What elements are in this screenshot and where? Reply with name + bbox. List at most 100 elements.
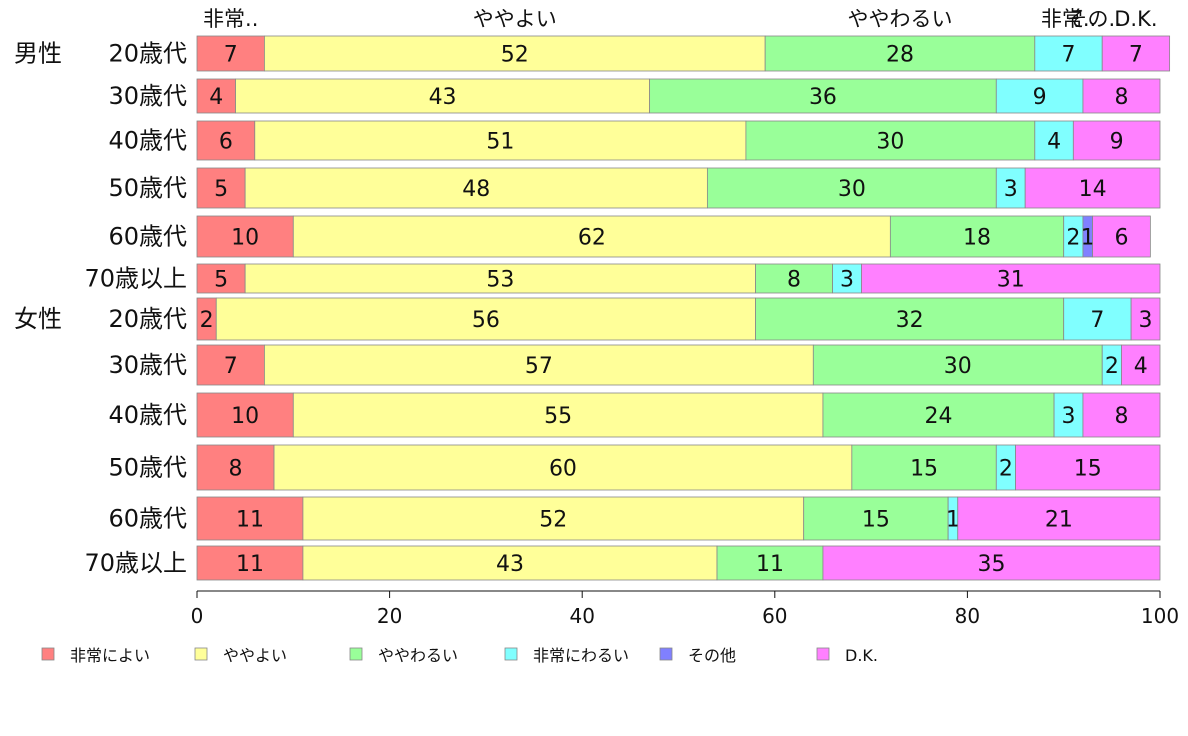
data-label: 1 bbox=[946, 508, 960, 533]
bar-segment bbox=[196, 263, 246, 294]
bar-segment bbox=[1015, 444, 1161, 491]
data-label: 4 bbox=[1047, 130, 1061, 155]
legend-label: ややよい bbox=[223, 646, 287, 665]
bar-segment bbox=[803, 496, 949, 541]
bar-segment bbox=[196, 215, 294, 258]
legend-swatch bbox=[41, 647, 55, 661]
bar-segment bbox=[1082, 392, 1161, 438]
data-label: 53 bbox=[486, 268, 514, 293]
data-label: 8 bbox=[787, 268, 801, 293]
data-label: 30 bbox=[944, 354, 972, 379]
bar-segment bbox=[822, 392, 1055, 438]
bar-segment bbox=[196, 120, 256, 161]
bar-segment bbox=[1024, 167, 1161, 209]
category-label: 70歳以上 bbox=[84, 265, 187, 293]
bar-segment bbox=[196, 35, 265, 72]
data-label: 62 bbox=[578, 226, 606, 251]
bar-segment bbox=[215, 297, 756, 341]
bar-segment bbox=[264, 344, 814, 386]
bar-segment bbox=[1034, 35, 1103, 72]
data-label: 6 bbox=[1114, 226, 1128, 251]
legend-swatch bbox=[816, 647, 830, 661]
bar-segment bbox=[1121, 344, 1161, 386]
bar-segment bbox=[196, 444, 275, 491]
data-label: 52 bbox=[501, 43, 529, 68]
data-label: 14 bbox=[1079, 177, 1107, 202]
category-label: 70歳以上 bbox=[84, 549, 187, 577]
data-label: 31 bbox=[997, 268, 1025, 293]
category-label: 40歳代 bbox=[108, 127, 187, 155]
data-label: 48 bbox=[462, 177, 490, 202]
bar-segment bbox=[812, 344, 1103, 386]
data-label: 36 bbox=[809, 85, 837, 110]
bar-segment bbox=[1063, 297, 1132, 341]
category-label: 60歳代 bbox=[108, 223, 187, 251]
data-label: 6 bbox=[219, 130, 233, 155]
legend-swatch bbox=[659, 647, 673, 661]
data-label: 18 bbox=[963, 226, 991, 251]
bar-segment bbox=[1130, 297, 1161, 341]
category-label: 50歳代 bbox=[108, 454, 187, 482]
data-label: 4 bbox=[1134, 354, 1148, 379]
bar-segment bbox=[1082, 78, 1161, 114]
bar-segment bbox=[196, 496, 304, 541]
x-tick-label: 20 bbox=[377, 604, 402, 628]
data-label: 15 bbox=[910, 457, 938, 482]
category-label: 30歳代 bbox=[108, 82, 187, 110]
legend-label: D.K. bbox=[845, 646, 878, 665]
top-segment-label: ややよい bbox=[473, 7, 557, 31]
x-axis: 0 20 40 60 80 100 bbox=[191, 590, 1179, 628]
data-label: 21 bbox=[1045, 508, 1073, 533]
bar-segment bbox=[832, 263, 862, 294]
data-label: 55 bbox=[544, 404, 572, 429]
data-label: 30 bbox=[838, 177, 866, 202]
category-label: 30歳代 bbox=[108, 351, 187, 379]
data-label: 28 bbox=[886, 43, 914, 68]
top-segment-label: D.K. bbox=[1114, 7, 1157, 31]
data-label: 8 bbox=[1114, 404, 1128, 429]
data-label: 8 bbox=[1114, 85, 1128, 110]
data-label: 2 bbox=[1066, 226, 1080, 251]
bar-segment bbox=[1072, 120, 1161, 161]
top-segment-label: ややわるい bbox=[847, 7, 952, 31]
bar-segment bbox=[995, 78, 1084, 114]
data-label: 52 bbox=[539, 508, 567, 533]
data-label: 57 bbox=[525, 354, 553, 379]
data-label: 2 bbox=[999, 457, 1013, 482]
data-label: 3 bbox=[1062, 404, 1076, 429]
bar-segment bbox=[244, 263, 756, 294]
data-label: 43 bbox=[429, 85, 457, 110]
legend-label: ややわるい bbox=[378, 646, 458, 665]
bar-segment bbox=[851, 444, 997, 491]
bar-segment bbox=[196, 78, 236, 114]
bar-segment bbox=[957, 496, 1161, 541]
bar-segment bbox=[649, 78, 997, 114]
legend-swatch bbox=[194, 647, 208, 661]
bar-segment bbox=[755, 297, 1065, 341]
data-label: 35 bbox=[977, 552, 1005, 577]
top-segment-label: 非常.. bbox=[1041, 7, 1096, 31]
legend-label: 非常にわるい bbox=[533, 646, 629, 665]
bar-segment bbox=[1034, 120, 1074, 161]
bar-segment bbox=[235, 78, 651, 114]
data-label: 2 bbox=[200, 308, 214, 333]
data-label: 5 bbox=[214, 268, 228, 293]
bar-segment bbox=[716, 545, 824, 581]
data-label: 10 bbox=[231, 226, 259, 251]
bar-segment bbox=[273, 444, 853, 491]
legend-label: その他 bbox=[688, 646, 736, 665]
x-tick-label: 60 bbox=[762, 604, 787, 628]
category-labels: 20歳代男性30歳代40歳代50歳代60歳代70歳以上20歳代女性30歳代40歳… bbox=[14, 40, 187, 578]
bar-segment bbox=[196, 344, 265, 386]
data-label: 9 bbox=[1110, 130, 1124, 155]
data-label: 4 bbox=[209, 85, 223, 110]
data-label: 7 bbox=[1062, 43, 1076, 68]
bar-segment bbox=[822, 545, 1161, 581]
bar-segment bbox=[745, 120, 1036, 161]
bar-segment bbox=[196, 545, 304, 581]
bar-segment bbox=[244, 167, 708, 209]
data-label: 32 bbox=[896, 308, 924, 333]
legend-label: 非常によい bbox=[70, 646, 150, 665]
